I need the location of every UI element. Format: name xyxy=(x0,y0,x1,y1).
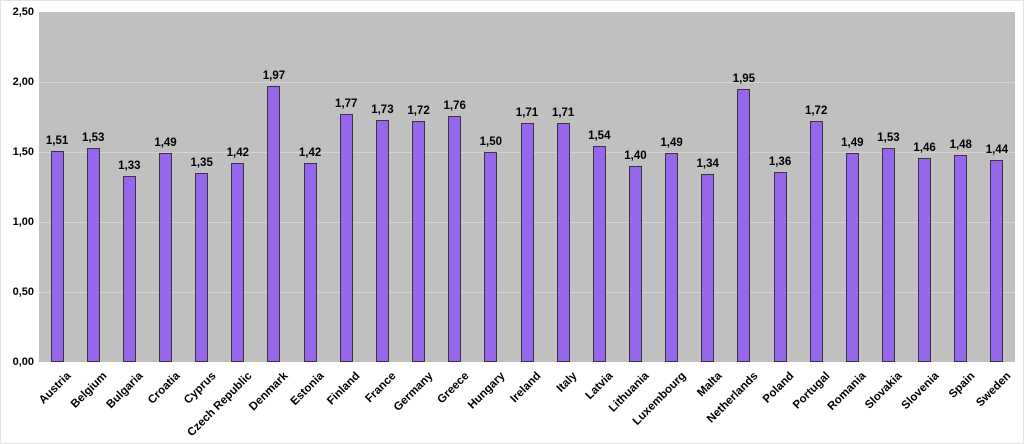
x-axis-label: Latvia xyxy=(583,370,616,402)
x-axis-label: Germany xyxy=(391,370,436,414)
bar xyxy=(484,152,498,362)
bar-value-label: 1,97 xyxy=(262,70,286,83)
bar-value-label: 1,72 xyxy=(804,105,828,118)
bar xyxy=(86,147,100,362)
bar xyxy=(918,157,932,362)
x-axis-label: Estonia xyxy=(288,370,327,408)
x-axis-label: Croatia xyxy=(145,370,183,407)
x-axis-label: Slovakia xyxy=(863,370,905,412)
bar xyxy=(339,114,353,362)
bar xyxy=(412,121,426,362)
x-axis-label: Greece xyxy=(435,370,472,407)
bar xyxy=(50,150,64,362)
bar-value-label: 1,73 xyxy=(371,103,394,116)
plot-area: 1,51 1,53 1,33 1,49 1,35 1,42 1,97 1,42 1,77 1,73… xyxy=(39,12,1015,362)
bar xyxy=(665,153,679,362)
bar xyxy=(520,122,534,362)
bar xyxy=(592,146,606,362)
y-axis-label: 1,00 xyxy=(12,216,34,228)
x-axis-label: France xyxy=(363,370,399,406)
bar-value-label: 1,36 xyxy=(768,155,792,168)
y-axis-label: 2,00 xyxy=(12,76,34,88)
bar-value-label: 1,72 xyxy=(407,105,430,118)
bar xyxy=(701,174,715,362)
bar-value-label: 1,42 xyxy=(226,147,249,160)
x-axis-label: Romania xyxy=(825,370,869,413)
y-axis-label: 1,50 xyxy=(12,146,34,158)
bar-value-label: 1,95 xyxy=(732,73,756,85)
x-axis-label: Poland xyxy=(760,370,797,406)
bar xyxy=(303,163,317,362)
x-axis-label: Sweden xyxy=(974,370,1014,410)
x-axis-label: Czech Republic xyxy=(185,370,255,440)
bar-value-label: 1,33 xyxy=(118,159,141,172)
x-axis-label: Malta xyxy=(694,370,725,400)
x-axis-label: Hungary xyxy=(465,370,508,412)
bar-value-label: 1,35 xyxy=(190,157,213,169)
y-axis-label: 2,50 xyxy=(12,6,34,18)
bar xyxy=(845,153,859,362)
bar-value-label: 1,51 xyxy=(45,134,69,147)
bar-value-label: 1,44 xyxy=(985,144,1009,157)
bar-value-label: 1,34 xyxy=(696,158,719,171)
bar-value-label: 1,42 xyxy=(298,147,322,160)
x-axis-label: Cyprus xyxy=(181,370,219,407)
bar-value-label: 1,48 xyxy=(949,138,972,151)
y-axis-label: 0,00 xyxy=(12,356,34,368)
bar-value-label: 1,76 xyxy=(443,99,466,112)
bar-value-label: 1,40 xyxy=(624,150,647,162)
bar xyxy=(267,86,281,362)
y-axis-label: 0,50 xyxy=(12,286,34,298)
bar xyxy=(809,121,823,362)
bar xyxy=(375,119,389,362)
bar xyxy=(881,147,895,362)
bar-value-label: 1,46 xyxy=(913,141,936,154)
bar xyxy=(954,154,968,362)
bar xyxy=(195,173,209,362)
x-axis-label: Ireland xyxy=(508,370,544,406)
x-axis-label: Belgium xyxy=(69,370,110,411)
gridline xyxy=(39,81,1015,83)
bar-value-label: 1,50 xyxy=(479,136,503,148)
x-axis-label: Slovenia xyxy=(899,370,942,412)
bar-value-label: 1,53 xyxy=(82,131,105,144)
bar-value-label: 1,71 xyxy=(515,106,539,119)
bar xyxy=(159,153,173,362)
bar-value-label: 1,49 xyxy=(841,137,864,150)
bar-value-label: 1,53 xyxy=(877,131,900,144)
bar xyxy=(448,115,462,362)
x-axis-label: Italy xyxy=(554,370,580,395)
bar xyxy=(737,89,751,362)
x-axis-label: Spain xyxy=(946,370,978,401)
bar xyxy=(990,160,1004,362)
x-axis-label: Bulgaria xyxy=(104,370,146,412)
bar xyxy=(556,122,570,362)
bar xyxy=(231,163,245,362)
bar-value-label: 1,54 xyxy=(588,130,611,143)
x-axis-label: Finland xyxy=(325,370,363,408)
bar-value-label: 1,49 xyxy=(660,137,683,150)
bar xyxy=(628,166,642,362)
bar-value-label: 1,77 xyxy=(335,98,358,111)
bar xyxy=(773,171,787,362)
bar xyxy=(122,175,136,362)
bar-value-label: 1,71 xyxy=(551,106,575,119)
bar-value-label: 1,49 xyxy=(154,137,177,150)
